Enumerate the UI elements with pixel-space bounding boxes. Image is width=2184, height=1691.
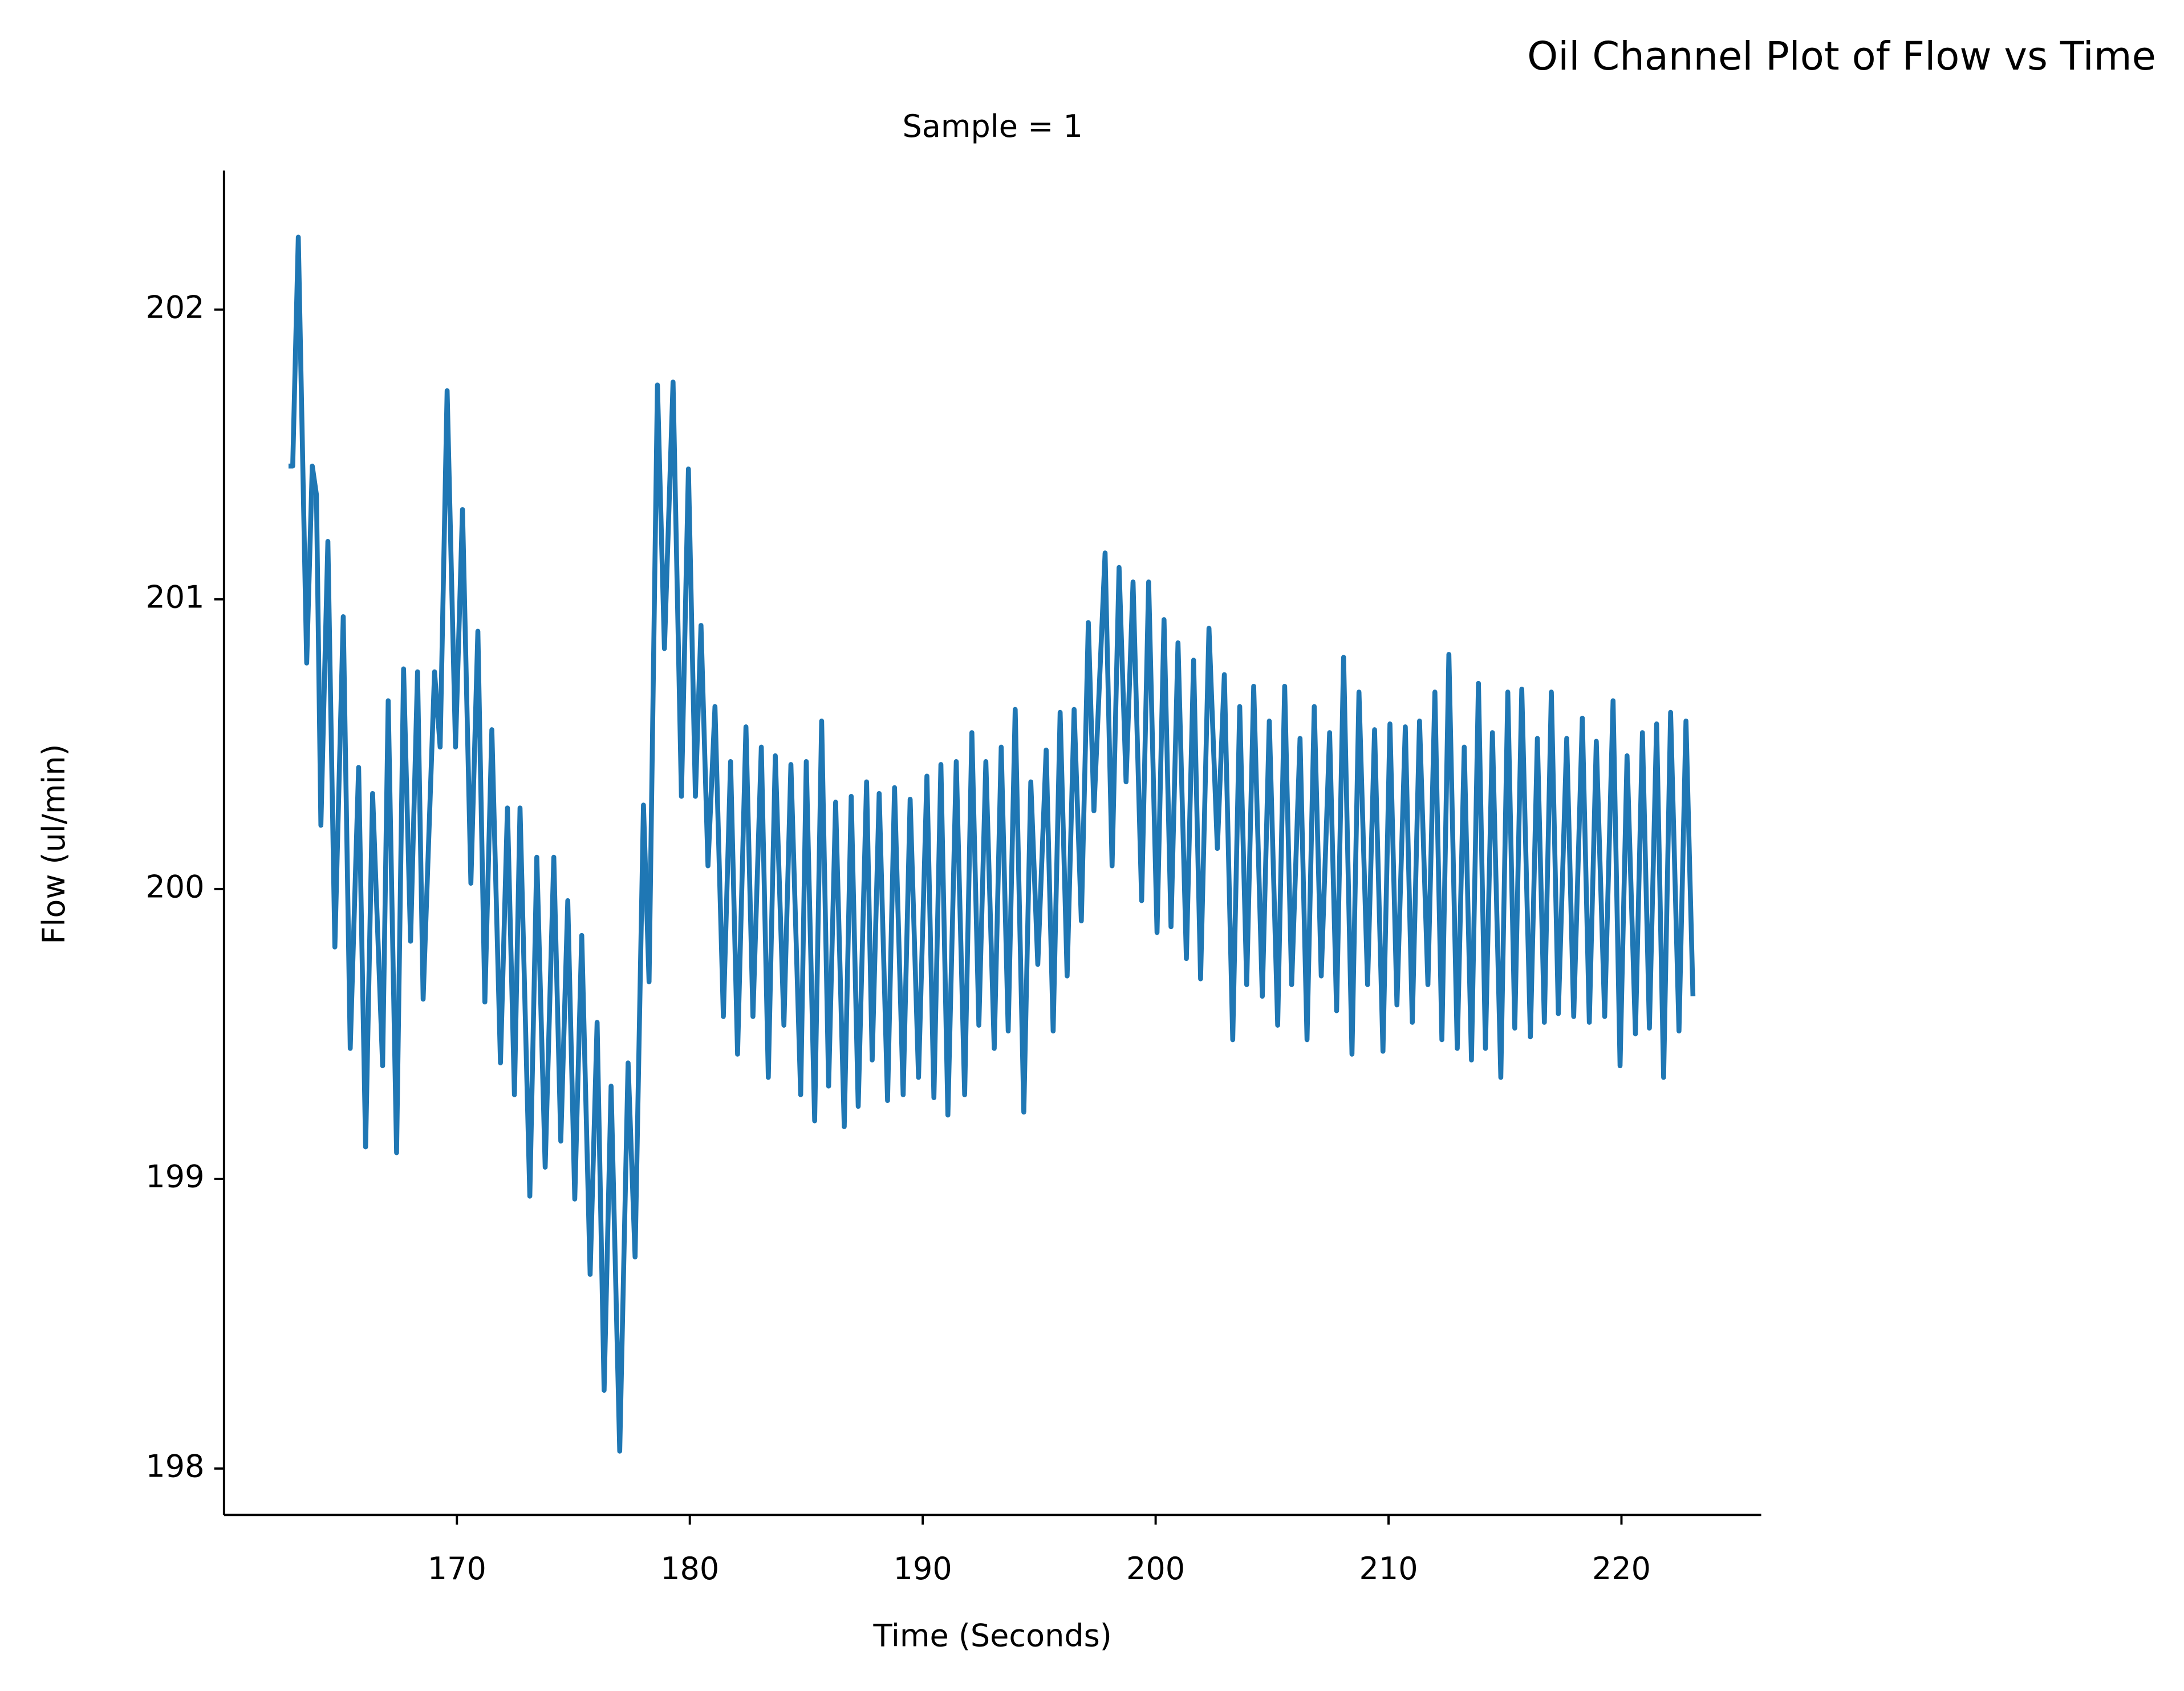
x-tick-label: 190 [894, 1551, 952, 1587]
data-line [288, 234, 1696, 1454]
x-tick-label: 170 [428, 1551, 486, 1587]
x-axis-label: Time (Seconds) [873, 1618, 1112, 1654]
y-tick-label: 198 [145, 1449, 204, 1485]
y-axis-label: Flow (ul/min) [36, 744, 72, 944]
y-tick-label: 202 [145, 289, 204, 325]
chart-title: Oil Channel Plot of Flow vs Time [1527, 34, 2156, 79]
x-tick-label: 180 [660, 1551, 719, 1587]
x-tick-label: 210 [1359, 1551, 1418, 1587]
x-tick-label: 200 [1126, 1551, 1185, 1587]
x-tick-label: 220 [1592, 1551, 1651, 1587]
y-tick-label: 201 [145, 579, 204, 615]
y-tick-label: 199 [145, 1159, 204, 1195]
y-tick-label: 200 [145, 869, 204, 905]
chart-subtitle: Sample = 1 [902, 108, 1082, 144]
